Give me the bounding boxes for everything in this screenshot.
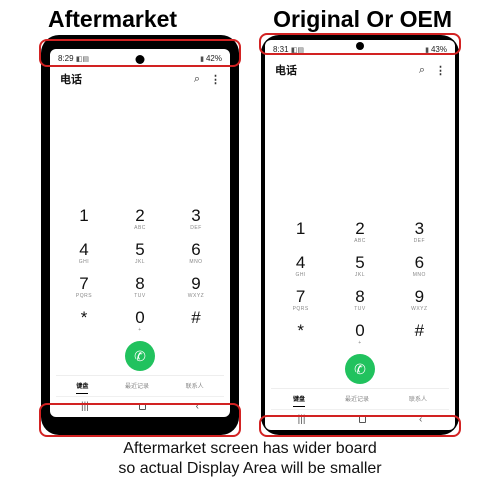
key-3[interactable]: 3DEF [168, 205, 224, 233]
key-5[interactable]: 5JKL [330, 252, 389, 280]
key-7[interactable]: 7PQRS [56, 273, 112, 301]
key-2[interactable]: 2ABC [112, 205, 168, 233]
key-5[interactable]: 5JKL [112, 239, 168, 267]
dial-area: 12ABC3DEF4GHI5JKL6MNO7PQRS8TUV9WXYZ*0+# … [50, 91, 230, 417]
camera-hole-icon [136, 55, 145, 64]
tab-最近记录[interactable]: 最近记录 [121, 379, 153, 392]
caption-line1: Aftermarket screen has wider board [18, 439, 482, 459]
key-4[interactable]: 4GHI [56, 239, 112, 267]
search-icon[interactable]: ⌕ [194, 73, 200, 86]
app-top-row: 电话 ⌕ ⋮ [50, 65, 230, 91]
bottom-tabs: 键盘 最近记录 联系人 [56, 375, 224, 396]
key-8[interactable]: 8TUV [330, 286, 389, 314]
key-*[interactable]: * [271, 320, 330, 348]
phone-oem-wrap: 8:31 ◧ ▤ ▮43% 电话 ⌕ ⋮ 12ABC3DEF 4GHI5JKL6M… [261, 35, 459, 435]
nav-home-icon[interactable] [359, 416, 366, 423]
search-icon[interactable]: ⌕ [419, 64, 425, 77]
bottom-tabs: 键盘 最近记录 联系人 [271, 388, 449, 409]
key-9[interactable]: 9WXYZ [390, 286, 449, 314]
screen-oem: 8:31 ◧ ▤ ▮43% 电话 ⌕ ⋮ 12ABC3DEF 4GHI5JKL6M… [265, 40, 455, 430]
phone-aftermarket: 8:29 ◧ ▤ ▮42% 电话 ⌕ ⋮ 12ABC3DEF 4GHI5JKL6M… [41, 35, 239, 435]
key-0[interactable]: 0+ [330, 320, 389, 348]
keypad: 12ABC3DEF 4GHI5JKL6MNO 7PQRS8TUV9WXYZ *0+# [271, 218, 449, 348]
key-7[interactable]: 7PQRS [271, 286, 330, 314]
menu-icon[interactable]: ⋮ [435, 64, 445, 77]
phone-aftermarket-wrap: 8:29 ◧ ▤ ▮42% 电话 ⌕ ⋮ 12ABC3DEF 4GHI5JKL6M… [41, 35, 239, 435]
tab-键盘[interactable]: 键盘 [289, 392, 309, 405]
key-*[interactable]: * [56, 307, 112, 335]
key-1[interactable]: 1 [56, 205, 112, 233]
app-top-row: 电话 ⌕ ⋮ [265, 56, 455, 82]
key-#[interactable]: # [390, 320, 449, 348]
header-oem: Original Or OEM [273, 6, 452, 33]
app-title: 电话 [275, 62, 297, 78]
screen-aftermarket: 8:29 ◧ ▤ ▮42% 电话 ⌕ ⋮ 12ABC3DEF 4GHI5JKL6M… [50, 49, 230, 417]
caption: Aftermarket screen has wider board so ac… [0, 435, 500, 479]
key-6[interactable]: 6MNO [168, 239, 224, 267]
key-6[interactable]: 6MNO [390, 252, 449, 280]
caption-line2: so actual Display Area will be smaller [18, 459, 482, 479]
key-3[interactable]: 3DEF [390, 218, 449, 246]
nav-back-icon[interactable]: ‹ [419, 414, 422, 425]
nav-home-icon[interactable] [139, 403, 146, 410]
status-right: ▮42% [200, 54, 222, 63]
android-navbar: ||| ‹ [271, 409, 449, 428]
android-navbar: ||| ‹ [56, 396, 224, 415]
nav-back-icon[interactable]: ‹ [196, 401, 199, 412]
key-9[interactable]: 9WXYZ [168, 273, 224, 301]
status-time: 8:29 ◧ ▤ [58, 54, 88, 63]
tab-联系人[interactable]: 联系人 [182, 379, 208, 392]
camera-hole-icon [356, 42, 364, 50]
status-right: ▮43% [425, 45, 447, 54]
dial-area: 12ABC3DEF4GHI5JKL6MNO7PQRS8TUV9WXYZ*0+# … [265, 82, 455, 430]
tab-键盘[interactable]: 键盘 [72, 379, 92, 392]
menu-icon[interactable]: ⋮ [210, 73, 220, 86]
tab-最近记录[interactable]: 最近记录 [341, 392, 373, 405]
nav-recents-icon[interactable]: ||| [298, 414, 306, 425]
key-1[interactable]: 1 [271, 218, 330, 246]
phone-oem: 8:31 ◧ ▤ ▮43% 电话 ⌕ ⋮ 12ABC3DEF 4GHI5JKL6M… [261, 35, 459, 435]
key-8[interactable]: 8TUV [112, 273, 168, 301]
key-4[interactable]: 4GHI [271, 252, 330, 280]
header-aftermarket: Aftermarket [48, 6, 177, 33]
app-title: 电话 [60, 71, 82, 87]
call-button[interactable]: ✆ [125, 341, 155, 371]
key-#[interactable]: # [168, 307, 224, 335]
nav-recents-icon[interactable]: ||| [81, 401, 89, 412]
key-0[interactable]: 0+ [112, 307, 168, 335]
key-2[interactable]: 2ABC [330, 218, 389, 246]
keypad: 12ABC3DEF 4GHI5JKL6MNO 7PQRS8TUV9WXYZ *0+# [56, 205, 224, 335]
status-time: 8:31 ◧ ▤ [273, 45, 303, 54]
call-button[interactable]: ✆ [345, 354, 375, 384]
tab-联系人[interactable]: 联系人 [405, 392, 431, 405]
